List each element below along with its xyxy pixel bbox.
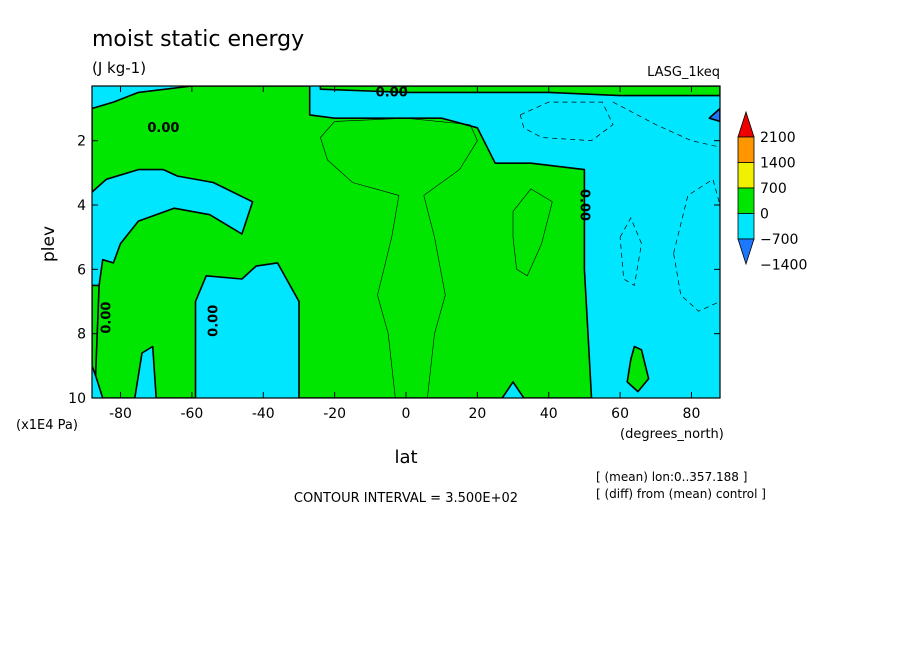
region-positive-60N-blob [626,345,650,393]
y-axis-label: plev [39,226,59,262]
y-tick-label: 10 [68,391,86,407]
thin-contours [320,117,553,398]
dashed-contour-60n [619,217,642,286]
contour-label-4: 0.00 [576,189,591,221]
dashed-contour-ne-2 [612,101,720,148]
dashed-contour-80n [673,178,720,312]
y-axis: 2 4 6 8 10 [68,134,720,407]
colorbar-label: −1400 [760,258,807,274]
contour-labels: 0.00 0.00 0.00 0.00 0.00 [99,85,591,336]
colorbar-box [737,162,755,189]
colorbar-label: 700 [760,181,787,197]
chart-title: moist static energy [92,27,304,52]
x-tick-label: 60 [611,406,629,422]
x-tick-label: -60 [180,406,203,422]
y-tick-label: 2 [77,134,86,150]
x-units: (degrees_north) [620,427,724,442]
colorbar-label: 2100 [760,130,796,146]
y-units: (x1E4 Pa) [16,418,78,433]
colorbar-label: −700 [760,232,798,248]
x-axis: -80 -60 -40 -20 0 20 40 60 80 [109,86,700,422]
x-tick-label: 20 [468,406,486,422]
colorbar-label: 0 [760,207,769,223]
colorbar-top-arrow [737,110,755,138]
colorbar-bottom-arrow [737,238,755,266]
thin-contour-30n [512,188,553,277]
colorbar: 2100 1400 700 0 −700 −1400 [737,110,807,274]
x-axis-label: lat [394,447,417,468]
region-positive-main [92,86,593,398]
dashed-contour-ne [519,101,614,142]
region-positive-southpole-edge [92,284,100,377]
contour-label-1: 0.00 [376,85,408,100]
contour-label-2: 0.00 [99,302,114,334]
contour-label-3: 0.00 [206,305,221,337]
colorbar-box [737,136,755,163]
region-deep-negative-edge [708,107,720,123]
contour-label-0: 0.00 [147,121,179,136]
thin-contour-eq [320,117,478,398]
colorbar-label: 1400 [760,156,796,172]
note-mean: [ (mean) lon:0..357.188 ] [596,470,747,484]
x-tick-label: 0 [402,406,411,422]
dashed-contours [519,101,720,312]
colorbar-box [737,187,755,214]
colorbar-box [737,213,755,240]
plot-area: 0.00 0.00 0.00 0.00 0.00 [91,85,721,399]
y-tick-label: 4 [77,198,86,214]
x-tick-label: 40 [540,406,558,422]
x-tick-label: -80 [109,406,132,422]
x-tick-label: -40 [252,406,275,422]
contour-interval: CONTOUR INTERVAL = 3.500E+02 [294,491,518,506]
y-tick-label: 8 [77,327,86,343]
chart-subtitle: (J kg-1) [92,59,146,77]
thin-contour-eq-2 [320,137,400,398]
x-tick-label: -20 [323,406,346,422]
x-tick-label: 80 [683,406,701,422]
run-label: LASG_1keq [647,65,720,80]
note-diff: [ (diff) from (mean) control ] [596,487,766,501]
filled-regions [92,86,720,398]
y-tick-label: 6 [77,262,86,278]
